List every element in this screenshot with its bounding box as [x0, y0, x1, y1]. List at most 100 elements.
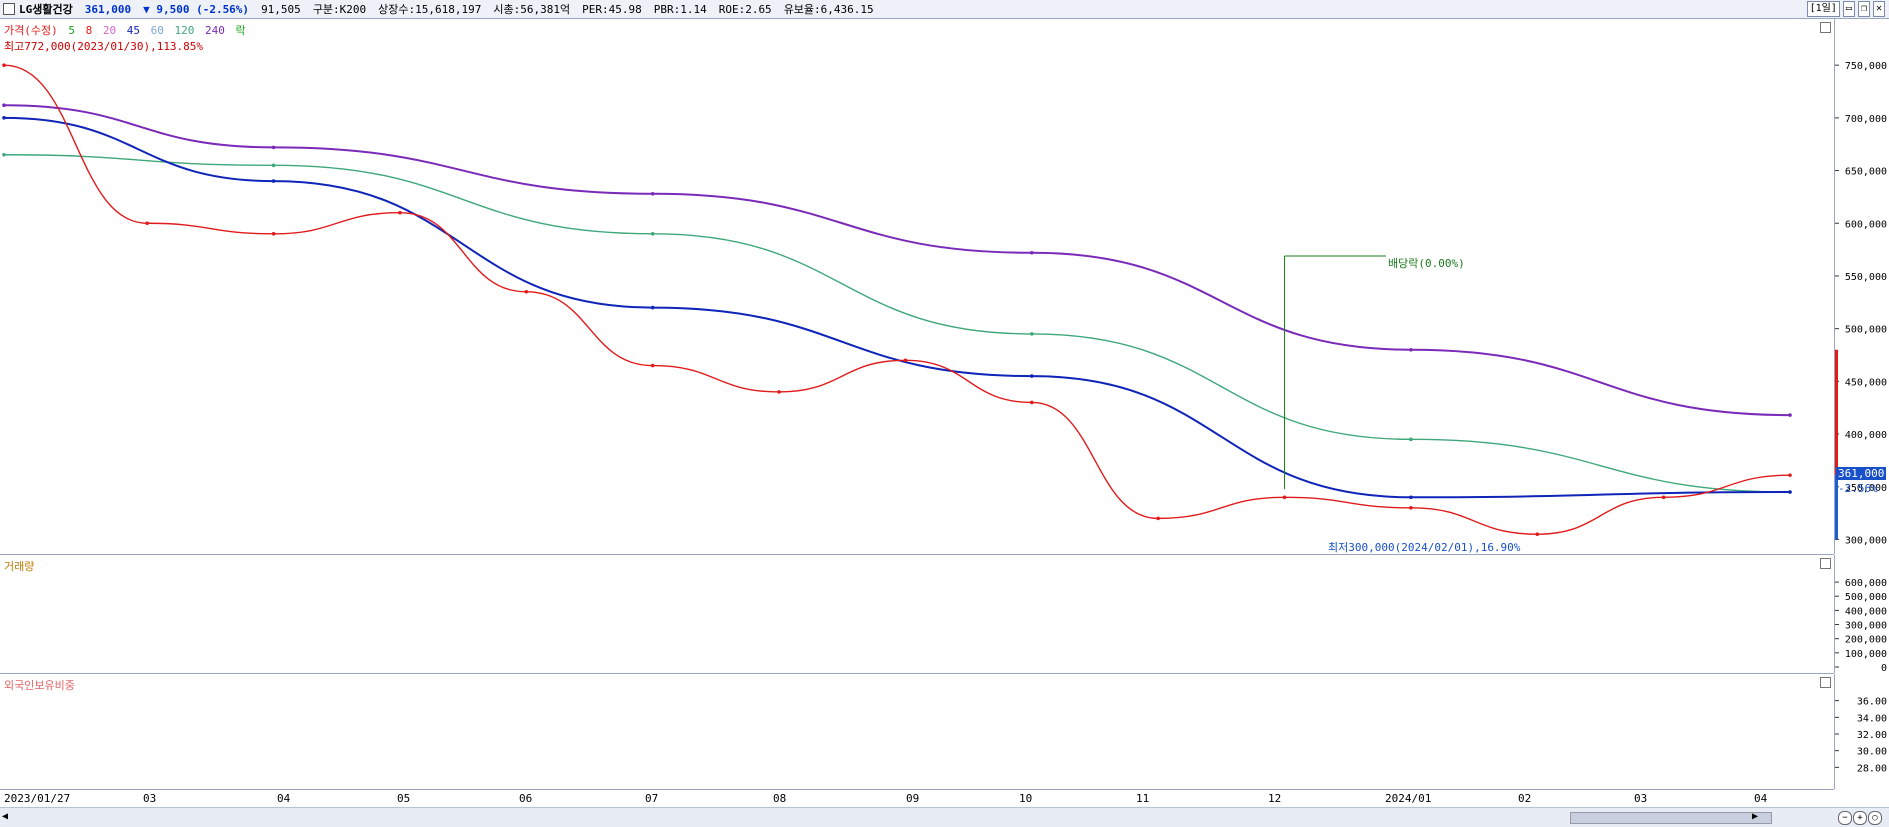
series-point-120	[2, 152, 6, 157]
series-point-가격(수정)	[1788, 473, 1792, 477]
close-icon[interactable]: ✕	[1872, 1, 1885, 17]
date-tick: 06	[519, 792, 533, 805]
price-axis-label: 650,000	[1845, 167, 1887, 178]
price-axis-label: 450,000	[1845, 377, 1887, 388]
series-point-120	[1409, 437, 1413, 442]
panel-collapse-icon[interactable]	[1820, 22, 1831, 33]
legend-item-ma60[interactable]: 60	[150, 24, 164, 37]
stock-price: 361,000	[84, 2, 132, 16]
series-point-가격(수정)	[145, 221, 150, 226]
series-point-가격(수정)	[1029, 400, 1034, 405]
select-checkbox[interactable]	[3, 3, 15, 15]
series-point-240	[2, 103, 6, 108]
volume-title[interactable]: 거래량	[4, 560, 35, 573]
listed-shares: 상장수:15,618,197	[378, 3, 482, 16]
legend-item-ma20[interactable]: 20	[102, 24, 117, 37]
foreign-axis-label: 36.00	[1857, 697, 1887, 708]
foreign-axis-label: 28.00	[1857, 763, 1887, 774]
legend-item-price[interactable]: 가격(수정)	[4, 24, 58, 37]
series-point-45	[2, 116, 6, 120]
volume-collapse-icon[interactable]	[1820, 558, 1831, 569]
price-axis-label: 550,000	[1845, 272, 1887, 283]
foreign-collapse-icon[interactable]	[1820, 677, 1831, 688]
legend-item-ma45[interactable]: 45	[126, 24, 140, 37]
series-point-240	[271, 145, 276, 150]
dividend-note: 배당락(0.00%)	[1388, 257, 1465, 270]
series-point-45	[1788, 490, 1792, 494]
foreign-ownership-chart[interactable]	[0, 674, 1834, 789]
price-axis-label: 350,000	[1845, 483, 1887, 494]
legend-item-ex-dividend[interactable]: 락	[235, 24, 246, 37]
date-tick: 05	[397, 792, 411, 805]
series-point-가격(수정)	[1535, 532, 1540, 536]
scroll-right-icon[interactable]: ▶	[1752, 811, 1759, 822]
period-button[interactable]: [1일]	[1806, 1, 1840, 17]
volume-axis-label: 300,000	[1845, 621, 1887, 632]
scroll-thumb[interactable]	[1570, 812, 1772, 824]
date-tick: 2024/01	[1385, 792, 1432, 805]
series-point-240	[1029, 250, 1034, 255]
restore-icon[interactable]: ❐	[1857, 1, 1870, 17]
series-line-240	[3, 104, 1791, 417]
price-change: ▼ 9,500 (-2.56%)	[143, 2, 250, 16]
date-tick: 09	[906, 792, 920, 805]
stock-name[interactable]: LG생활건강	[19, 3, 73, 16]
low-price-note: 최저300,000(2024/02/01),16.90%	[1328, 541, 1521, 554]
series-point-240	[1788, 413, 1792, 417]
series-point-120	[1029, 332, 1034, 336]
legend-item-ma5[interactable]: 5	[68, 24, 75, 37]
foreign-axis: 36.00 34.00 32.00 30.00 28.00	[1834, 674, 1889, 789]
series-point-가격(수정)	[271, 232, 276, 236]
series-point-가격(수정)	[777, 390, 781, 394]
current-change-label: -2.56%	[1838, 482, 1878, 495]
date-axis: 2023/01/27 03 04 05 06 07 08 09 10 11 12…	[0, 789, 1834, 808]
series-line-120	[3, 154, 1791, 493]
foreign-title[interactable]: 외국인보유비중	[4, 679, 75, 692]
legend-item-ma120[interactable]: 120	[174, 24, 195, 37]
volume-axis-label: 200,000	[1845, 635, 1887, 646]
trade-volume: 91,505	[261, 2, 301, 16]
series-point-240	[650, 191, 655, 196]
legend-item-ma8[interactable]: 8	[85, 24, 93, 37]
price-chart-panel[interactable]: 가격(수정) 5 8 20 45 60 120 240 락 최고772,000(…	[0, 19, 1834, 555]
series-point-가격(수정)	[398, 210, 402, 215]
price-legend: 가격(수정) 5 8 20 45 60 120 240 락 최고772,000(…	[4, 22, 250, 54]
date-tick: 08	[773, 792, 787, 805]
segment-info: 구분:K200	[312, 3, 367, 16]
series-line-45	[3, 116, 1791, 499]
series-point-가격(수정)	[524, 289, 529, 294]
high-price-note: 최고772,000(2023/01/30),113.85%	[4, 40, 204, 53]
minimize-icon[interactable]: ▭	[1842, 1, 1855, 17]
volume-axis-label: 500,000	[1845, 592, 1887, 603]
volume-axis-label: 600,000	[1845, 578, 1887, 589]
date-tick: 03	[1634, 792, 1648, 805]
volume-chart[interactable]	[0, 555, 1834, 673]
date-tick: 02	[1518, 792, 1532, 805]
price-axis-label: 600,000	[1845, 219, 1887, 230]
foreign-axis-label: 32.00	[1857, 730, 1887, 741]
scroll-left-icon[interactable]: ◀	[2, 811, 9, 822]
volume-axis-label: 0	[1881, 663, 1887, 673]
series-line-가격(수정)	[3, 64, 1791, 535]
current-price-label: 361,000	[1836, 467, 1887, 480]
legend-item-ma240[interactable]: 240	[204, 24, 225, 37]
volume-panel[interactable]: 거래량	[0, 555, 1834, 674]
zoom-reset-icon[interactable]: ○	[1868, 811, 1882, 825]
zoom-in-icon[interactable]: +	[1853, 811, 1867, 825]
market-cap: 시총:56,381억	[493, 3, 571, 16]
series-point-45	[1409, 495, 1413, 500]
chart-scrollbar[interactable]: ◀ ▶ − + ○	[0, 807, 1889, 827]
series-point-가격(수정)	[650, 363, 655, 368]
date-tick: 03	[143, 792, 157, 805]
series-point-가격(수정)	[1282, 495, 1287, 500]
price-chart[interactable]	[0, 19, 1834, 554]
foreign-axis-label: 34.00	[1857, 713, 1887, 724]
date-tick: 2023/01/27	[4, 792, 71, 805]
zoom-out-icon[interactable]: −	[1838, 811, 1852, 825]
series-point-45	[1029, 374, 1034, 378]
per-value: PER:45.98	[582, 2, 642, 16]
volume-axis-label: 400,000	[1845, 606, 1887, 617]
pbr-value: PBR:1.14	[653, 2, 707, 16]
foreign-ownership-panel[interactable]: 외국인보유비중	[0, 674, 1834, 790]
retention-ratio: 유보율:6,436.15	[783, 3, 874, 16]
